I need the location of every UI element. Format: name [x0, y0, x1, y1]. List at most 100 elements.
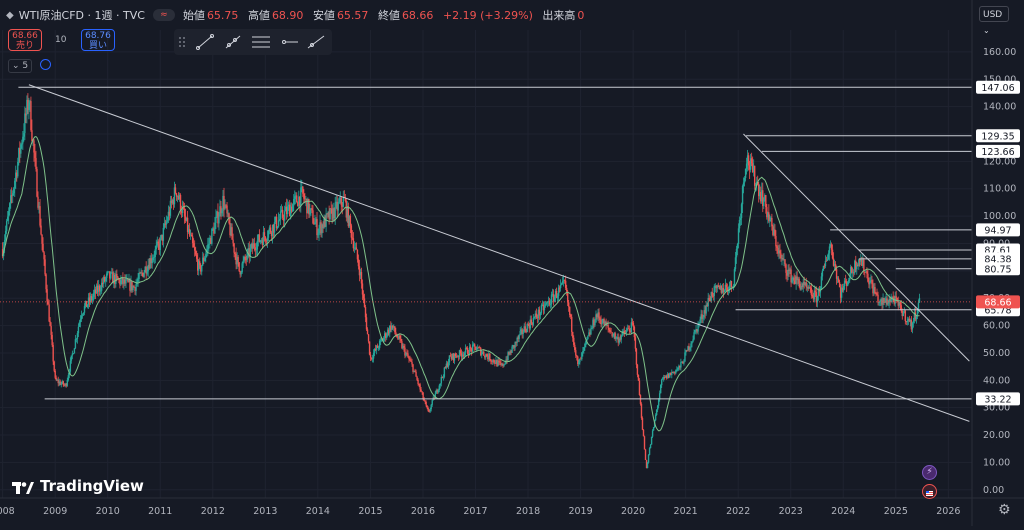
- candle-body: [612, 335, 614, 337]
- candle-body: [57, 379, 59, 384]
- candle-body: [360, 272, 363, 284]
- candle-body: [864, 272, 866, 273]
- settings-gear-icon[interactable]: ⚙: [998, 502, 1011, 518]
- candle-body: [26, 99, 28, 116]
- fib-tool-icon[interactable]: [252, 36, 270, 48]
- candle-body: [599, 318, 601, 321]
- trendline-tool-icon[interactable]: [196, 34, 214, 50]
- candle-body: [429, 409, 431, 412]
- candle-body: [874, 287, 876, 294]
- candle-body: [524, 326, 526, 332]
- buy-button[interactable]: 68.76 買い: [81, 29, 115, 51]
- candle-body: [457, 356, 460, 358]
- candle-body: [519, 331, 521, 335]
- level-label: 87.61: [984, 246, 1011, 257]
- ray-tool-icon[interactable]: [225, 35, 241, 49]
- candle-body: [678, 365, 680, 368]
- sell-button[interactable]: 68.66 売り: [8, 29, 42, 51]
- candle-body: [422, 392, 424, 399]
- candle-body: [907, 318, 910, 321]
- candle-body: [611, 332, 613, 337]
- horizontal-ray-icon[interactable]: [282, 40, 299, 44]
- candle-body: [412, 364, 414, 372]
- visibility-icon[interactable]: [40, 59, 51, 70]
- candle-body: [796, 276, 798, 281]
- candle-body: [374, 348, 377, 351]
- candle-body: [604, 321, 606, 326]
- candle-body: [748, 165, 751, 170]
- candle-body: [577, 356, 579, 365]
- market-status-icon[interactable]: ≈: [152, 9, 175, 21]
- candle-body: [25, 113, 27, 116]
- candle-body: [50, 326, 52, 335]
- candle-body: [476, 349, 478, 351]
- candle-body: [69, 360, 72, 372]
- extended-line-icon[interactable]: [307, 35, 325, 49]
- candle-body: [502, 363, 504, 367]
- candle-body: [127, 279, 129, 283]
- candle-body: [663, 377, 665, 379]
- candle-body: [386, 335, 388, 338]
- us-flag-icon[interactable]: [922, 484, 937, 499]
- candle-body: [855, 260, 857, 270]
- candle-body: [557, 287, 560, 296]
- candle-body: [17, 161, 19, 177]
- candle-body: [332, 208, 334, 220]
- time-axis-bg: [0, 498, 1024, 526]
- candle-body: [628, 328, 631, 331]
- x-tick-label: 2008: [0, 506, 15, 517]
- candle-body: [511, 346, 513, 353]
- candle-body: [396, 334, 398, 338]
- indicator-toggle[interactable]: ⌄ 5: [8, 59, 33, 73]
- candle-body: [759, 192, 761, 197]
- candle-body: [414, 370, 416, 372]
- currency-select[interactable]: USD ⌄: [979, 6, 1009, 35]
- candle-body: [132, 286, 134, 291]
- candle-body: [846, 281, 849, 286]
- candle-body: [895, 296, 897, 298]
- candle-body: [915, 315, 918, 320]
- candle-body: [876, 293, 878, 295]
- candle-body: [461, 354, 464, 357]
- symbol-title[interactable]: WTI原油CFD · 1週 · TVC: [18, 9, 145, 22]
- candle-body: [610, 331, 612, 333]
- candle-body: [356, 249, 359, 260]
- candle-body: [763, 200, 765, 207]
- candle-body: [98, 285, 101, 291]
- candle-body: [210, 237, 212, 244]
- candle-body: [164, 223, 167, 225]
- candle-body: [704, 310, 706, 314]
- candle-body: [183, 208, 186, 217]
- candle-body: [418, 384, 420, 385]
- drag-handle-icon[interactable]: [179, 37, 185, 47]
- y-tick-label: 10.00: [983, 457, 1010, 468]
- level-label: 65.78: [984, 305, 1011, 316]
- candle-body: [357, 259, 360, 267]
- candle-body: [311, 208, 313, 211]
- candle-body: [197, 258, 199, 271]
- candle-body: [695, 329, 697, 331]
- candle-body: [870, 280, 872, 281]
- candle-body: [466, 347, 469, 354]
- candle-body: [488, 353, 490, 360]
- candle-body: [97, 285, 100, 292]
- candle-body: [558, 287, 561, 289]
- candle-body: [464, 347, 467, 353]
- open-value: 65.75: [206, 9, 239, 22]
- candle-body: [159, 238, 162, 250]
- candle-body: [156, 241, 158, 246]
- candle-body: [749, 158, 752, 170]
- candle-body: [76, 333, 79, 339]
- level-label: 33.22: [984, 394, 1011, 405]
- candle-body: [128, 279, 130, 283]
- candle-body: [334, 202, 336, 219]
- candle-body: [148, 264, 150, 269]
- candle-body: [307, 199, 309, 214]
- candle-body: [721, 287, 724, 293]
- lightning-icon[interactable]: ⚡: [922, 465, 937, 480]
- candle-body: [614, 333, 616, 339]
- candle-body: [43, 252, 45, 260]
- candle-body: [82, 312, 85, 315]
